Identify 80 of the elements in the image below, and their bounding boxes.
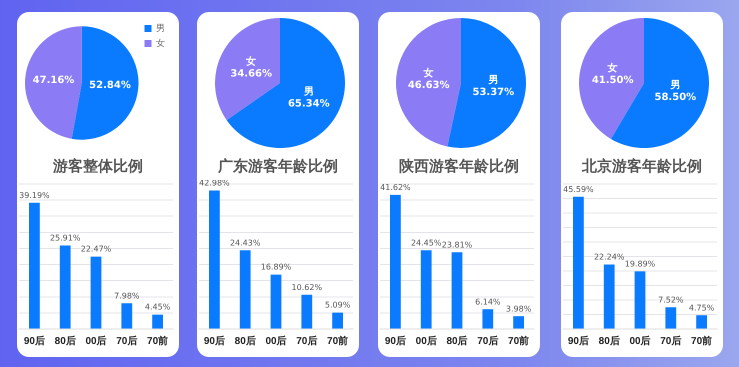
x-tick-label: 70后 [477, 334, 498, 347]
bar [452, 252, 462, 328]
bar [90, 256, 102, 328]
chart-title: 游客整体比例 [52, 157, 144, 176]
x-tick-label: 70后 [660, 334, 682, 347]
data-label: 3.98% [506, 304, 532, 314]
chart-title: 北京游客年龄比例 [580, 157, 703, 176]
x-tick-label: 80后 [446, 334, 468, 347]
data-label: 7.52% [658, 295, 684, 304]
bar [209, 190, 220, 328]
bar [573, 196, 584, 328]
data-label: 46.63% [408, 80, 450, 92]
x-tick-label: 00后 [629, 334, 651, 347]
bar [121, 303, 132, 328]
data-label: 24.43% [230, 238, 261, 248]
x-tick-label: 90后 [204, 334, 225, 347]
bar [696, 315, 707, 328]
bar [29, 202, 40, 328]
data-label: 16.89% [260, 262, 292, 272]
x-tick-label: 70后 [116, 334, 138, 347]
data-label: 7.98% [114, 291, 140, 300]
legend-label: 女 [156, 38, 165, 48]
bar [513, 316, 524, 328]
bar [390, 194, 401, 328]
data-label: 39.19% [19, 190, 50, 200]
x-tick-label: 00后 [265, 334, 287, 347]
bar [420, 250, 432, 328]
bar [270, 274, 282, 328]
data-label: 58.50% [654, 92, 696, 104]
data-label: 45.59% [563, 184, 594, 194]
bar [60, 246, 71, 328]
data-label: 6.14% [475, 297, 501, 306]
x-tick-label: 70后 [296, 334, 318, 347]
legend-label: 男 [156, 22, 165, 33]
bar [665, 307, 676, 328]
data-label: 41.62% [380, 182, 412, 192]
x-tick-label: 70前 [147, 334, 168, 347]
data-label: 22.24% [594, 252, 625, 262]
slice-label: 男 [669, 79, 680, 92]
x-tick-label: 80后 [598, 334, 620, 347]
data-label: 23.81% [442, 240, 473, 250]
data-label: 25.91% [50, 234, 81, 243]
x-tick-label: 00后 [416, 334, 437, 347]
slice-label: 女 [606, 62, 618, 74]
bar [240, 250, 251, 328]
data-label: 47.16% [32, 75, 74, 86]
data-label: 53.37% [472, 87, 514, 98]
x-tick-label: 70前 [691, 334, 712, 347]
x-tick-label: 90后 [24, 334, 45, 347]
data-label: 5.09% [324, 300, 351, 310]
chart-title: 陕西游客年龄比例 [398, 157, 520, 176]
data-label: 41.50% [592, 75, 634, 86]
bar [634, 271, 646, 328]
data-label: 4.75% [688, 303, 715, 312]
bar [152, 314, 163, 328]
chart-title: 广东游客年龄比例 [216, 157, 339, 176]
bar [604, 264, 615, 328]
x-tick-label: 90后 [568, 334, 589, 347]
bar [332, 312, 343, 328]
slice-label: 女 [422, 67, 434, 80]
data-label: 22.47% [80, 244, 112, 254]
x-tick-label: 80后 [234, 334, 256, 347]
slice-label: 男 [302, 86, 314, 98]
bar [301, 294, 312, 328]
data-label: 34.66% [230, 68, 272, 80]
data-label: 42.98% [199, 178, 230, 188]
data-label: 65.34% [288, 98, 330, 110]
data-label: 4.45% [144, 302, 171, 312]
slice-label: 女 [245, 56, 256, 68]
x-tick-label: 70前 [327, 334, 348, 347]
bar [482, 309, 494, 328]
data-label: 52.84% [89, 80, 131, 92]
slice-label: 男 [487, 74, 498, 86]
data-label: 24.45% [410, 238, 442, 248]
data-label: 10.62% [292, 282, 322, 292]
data-label: 19.89% [624, 259, 656, 268]
x-tick-label: 90后 [384, 334, 406, 347]
x-tick-label: 70前 [508, 334, 530, 347]
x-tick-label: 00后 [85, 334, 107, 347]
x-tick-label: 80后 [54, 334, 76, 347]
